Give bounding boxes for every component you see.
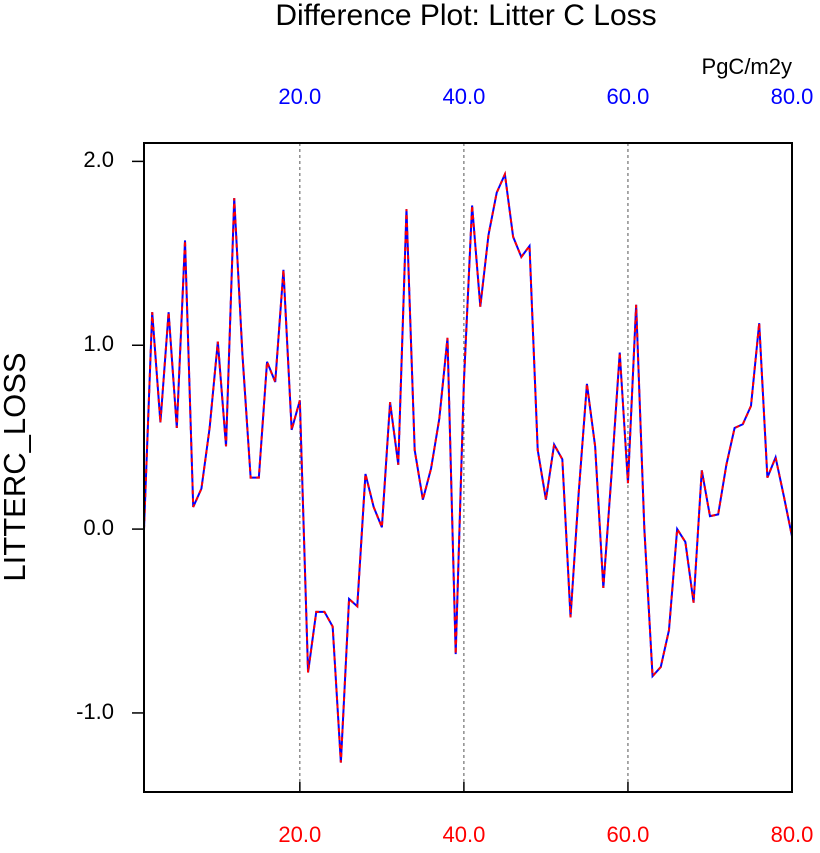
y-tick-label: -1.0 bbox=[76, 699, 114, 724]
x-tick-label-top: 80.0 bbox=[771, 84, 814, 109]
x-tick-label-bottom: 80.0 bbox=[771, 822, 814, 847]
chart-title: Difference Plot: Litter C Loss bbox=[275, 0, 656, 32]
y-tick-label: 2.0 bbox=[83, 147, 114, 172]
y-tick-label: 1.0 bbox=[83, 331, 114, 356]
units-label: PgC/m2y bbox=[702, 54, 792, 79]
y-axis-label: LITTERC_LOSS bbox=[0, 352, 32, 581]
data-line bbox=[143, 170, 793, 763]
x-tick-label-bottom: 20.0 bbox=[278, 822, 321, 847]
x-tick-label-top: 40.0 bbox=[442, 84, 485, 109]
x-tick-label-bottom: 40.0 bbox=[442, 822, 485, 847]
plot-border bbox=[143, 142, 793, 793]
x-tick-label-top: 60.0 bbox=[607, 84, 650, 109]
x-tick-label-bottom: 60.0 bbox=[607, 822, 650, 847]
x-tick-label-top: 20.0 bbox=[278, 84, 321, 109]
data-line-dash bbox=[143, 170, 793, 763]
y-tick-label: 0.0 bbox=[83, 515, 114, 540]
